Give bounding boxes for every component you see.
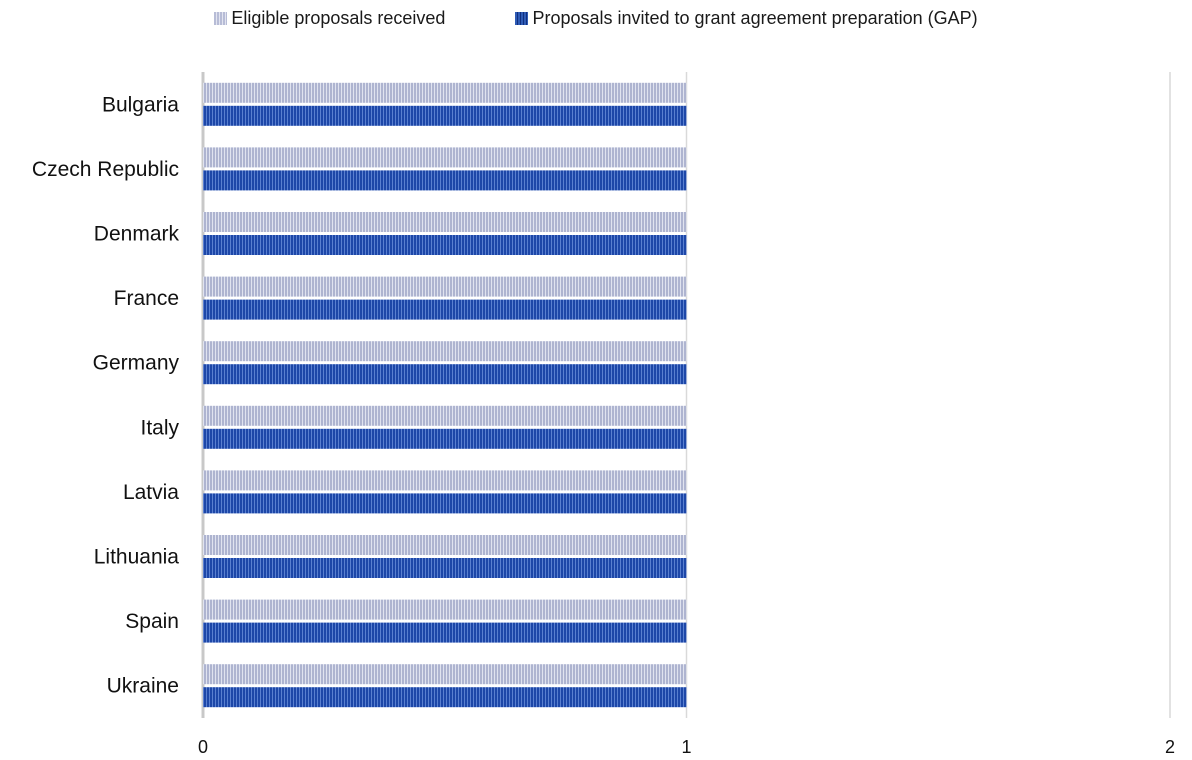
bar-gap	[203, 105, 687, 126]
bar-gap	[203, 364, 687, 385]
chart-legend: Eligible proposals received Proposals in…	[0, 8, 1192, 29]
bar-eligible	[203, 212, 687, 232]
bar-gap	[203, 687, 687, 708]
bar-eligible	[203, 276, 687, 297]
bar-gap	[203, 558, 687, 578]
bar-gap	[203, 170, 687, 191]
category-label: Germany	[93, 352, 180, 375]
legend-item-gap: Proposals invited to grant agreement pre…	[515, 8, 978, 29]
bar-gap	[203, 428, 687, 449]
x-axis-tick-labels: 0 1 2	[198, 737, 1175, 757]
bar-eligible	[203, 341, 687, 362]
legend-swatch-eligible	[214, 12, 228, 25]
category-label: Bulgaria	[102, 93, 179, 116]
bars	[203, 82, 687, 708]
category-label: Czech Republic	[32, 158, 179, 181]
category-label: Denmark	[94, 223, 180, 246]
bar-gap	[203, 299, 687, 320]
bar-eligible	[203, 147, 687, 168]
category-label: Italy	[140, 416, 179, 439]
gridlines	[201, 72, 1171, 718]
legend-label-eligible: Eligible proposals received	[231, 8, 446, 28]
category-label: Latvia	[123, 481, 179, 504]
category-labels: Bulgaria Czech Republic Denmark France Germa…	[32, 93, 180, 697]
bar-eligible	[203, 405, 687, 426]
legend-swatch-gap	[515, 12, 529, 25]
category-label: France	[114, 287, 179, 310]
bar-eligible	[203, 664, 687, 685]
category-label: Lithuania	[94, 546, 180, 569]
category-label: Ukraine	[107, 675, 179, 698]
bar-gap	[203, 622, 687, 643]
bar-eligible	[203, 535, 687, 555]
category-label: Spain	[125, 610, 179, 633]
bar-eligible	[203, 599, 687, 620]
legend-item-eligible: Eligible proposals received	[214, 8, 445, 29]
x-tick-label: 2	[1165, 737, 1175, 757]
x-tick-label: 1	[681, 737, 691, 757]
legend-label-gap: Proposals invited to grant agreement pre…	[532, 8, 978, 28]
bar-eligible	[203, 470, 687, 491]
bar-eligible	[203, 82, 687, 103]
bar-gap	[203, 235, 687, 255]
bar-gap	[203, 493, 687, 514]
x-tick-label: 0	[198, 737, 208, 757]
